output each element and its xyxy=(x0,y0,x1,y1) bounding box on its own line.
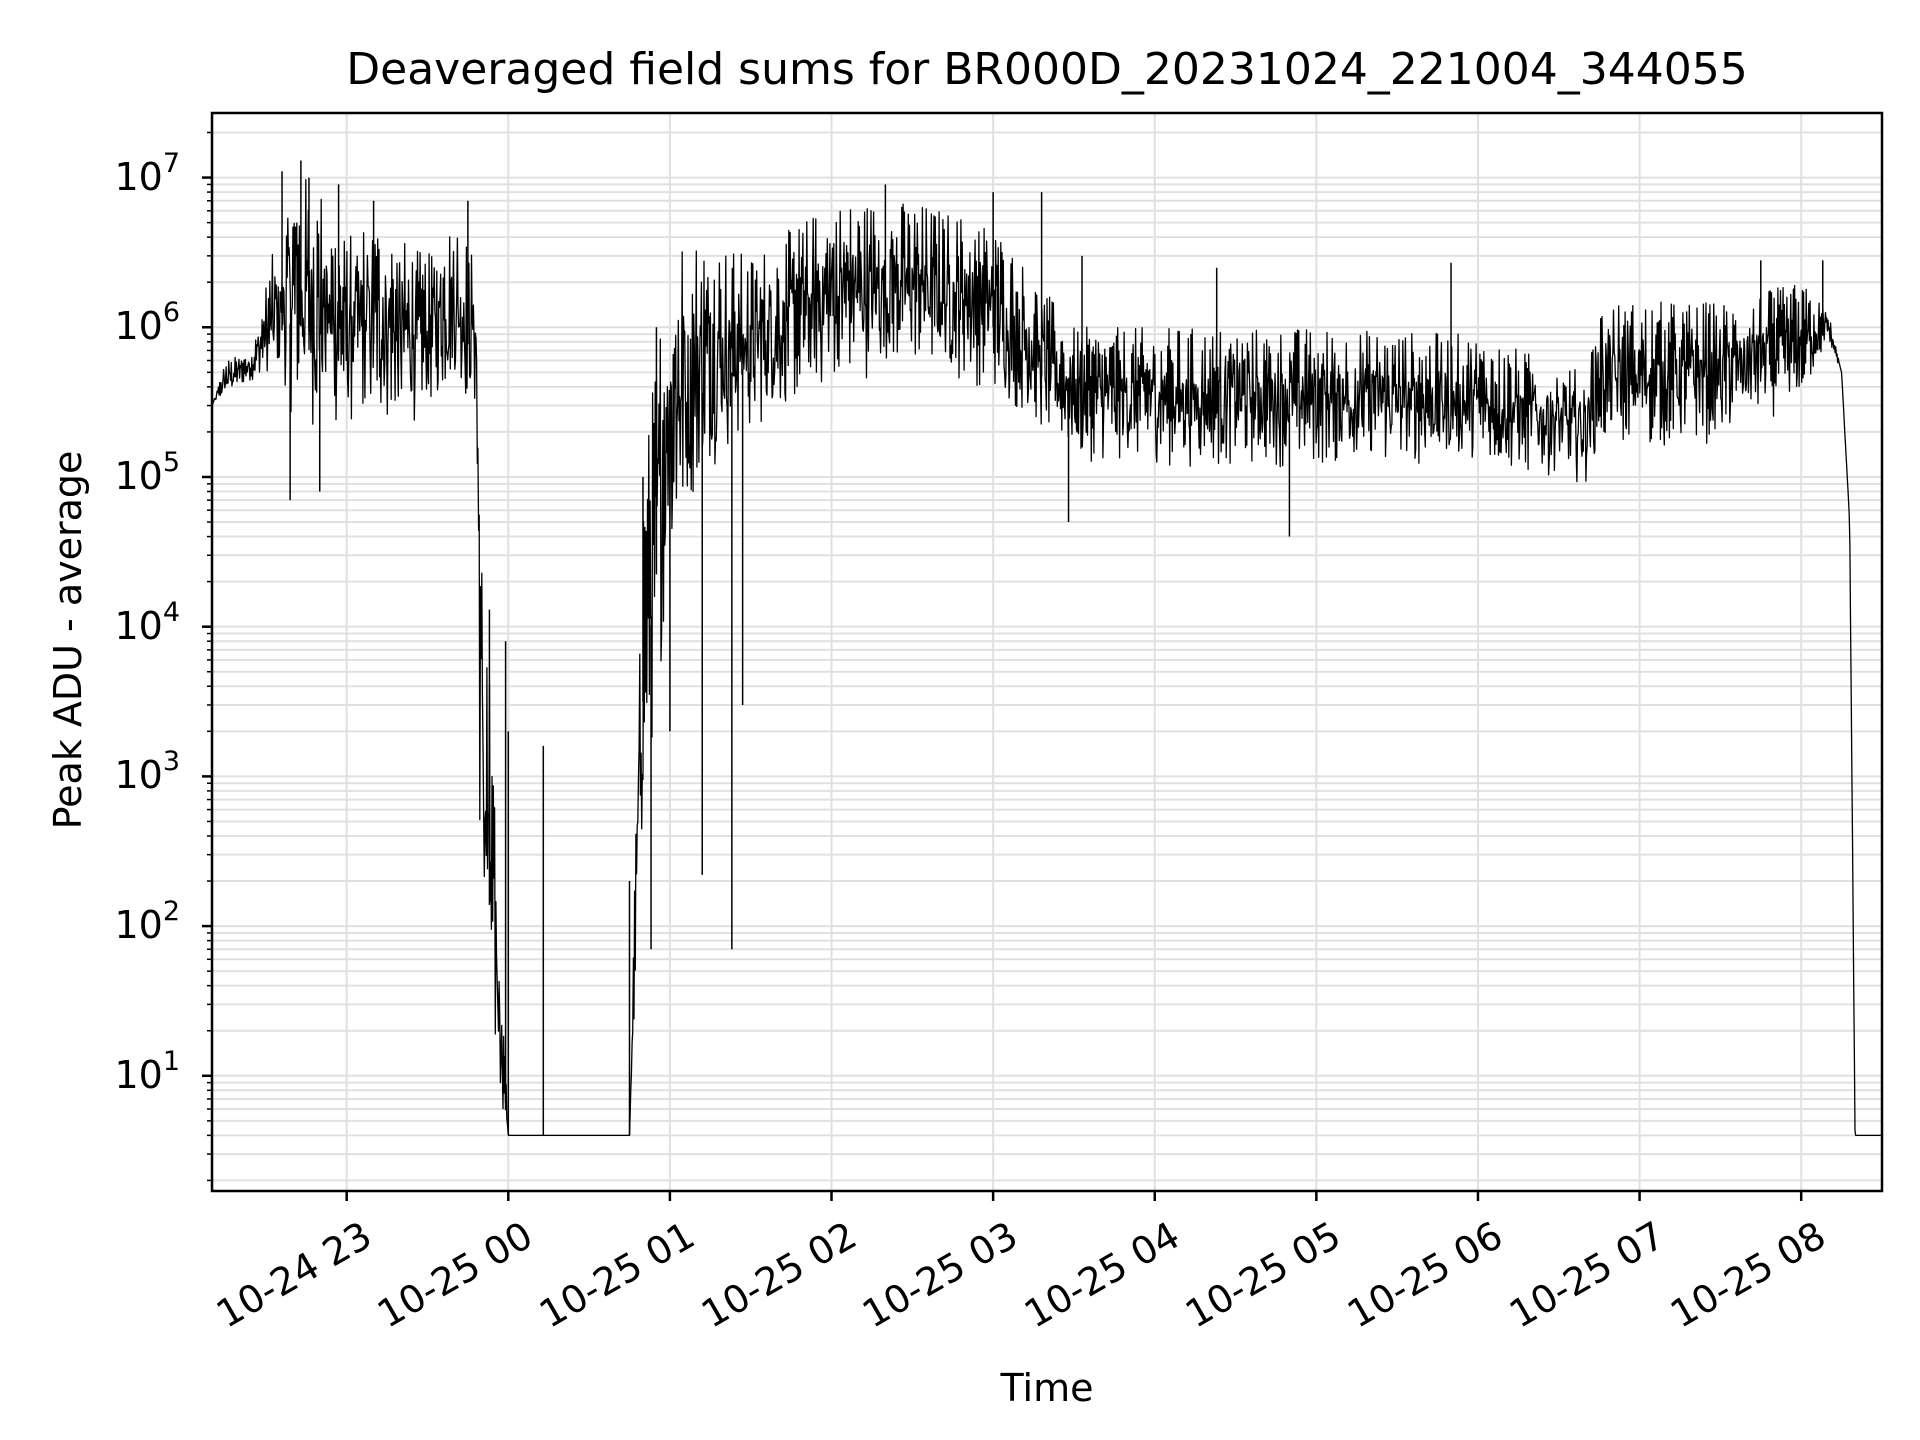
y-tick-label: 107 xyxy=(30,148,180,199)
y-tick-label: 106 xyxy=(30,297,180,348)
y-tick-base: 10 xyxy=(114,154,163,199)
minor-gridlines xyxy=(212,131,1882,1182)
y-tick-base: 10 xyxy=(114,753,163,798)
axis-ticks xyxy=(202,131,1803,1201)
y-tick-exponent: 5 xyxy=(162,446,180,478)
y-tick-exponent: 6 xyxy=(162,297,180,329)
x-axis-label: Time xyxy=(1000,1366,1094,1410)
y-tick-base: 10 xyxy=(114,603,163,648)
y-tick-exponent: 2 xyxy=(162,896,180,928)
y-tick-base: 10 xyxy=(114,903,163,948)
y-tick-exponent: 7 xyxy=(162,147,180,179)
chart-title: Deaveraged field sums for BR000D_2023102… xyxy=(346,44,1748,95)
series-line xyxy=(211,160,1883,1137)
major-gridlines xyxy=(212,113,1882,1191)
y-tick-label: 102 xyxy=(30,896,180,947)
y-tick-label: 103 xyxy=(30,746,180,797)
y-tick-label: 101 xyxy=(30,1046,180,1097)
y-tick-exponent: 4 xyxy=(162,596,180,628)
y-tick-base: 10 xyxy=(114,1052,163,1097)
y-tick-label: 105 xyxy=(30,447,180,498)
y-tick-label: 104 xyxy=(30,597,180,648)
y-tick-base: 10 xyxy=(114,453,163,498)
y-tick-base: 10 xyxy=(114,304,163,349)
plot-frame xyxy=(210,111,1884,1193)
y-tick-exponent: 1 xyxy=(162,1045,180,1077)
y-tick-exponent: 3 xyxy=(162,746,180,778)
series-trace xyxy=(211,179,1883,1137)
